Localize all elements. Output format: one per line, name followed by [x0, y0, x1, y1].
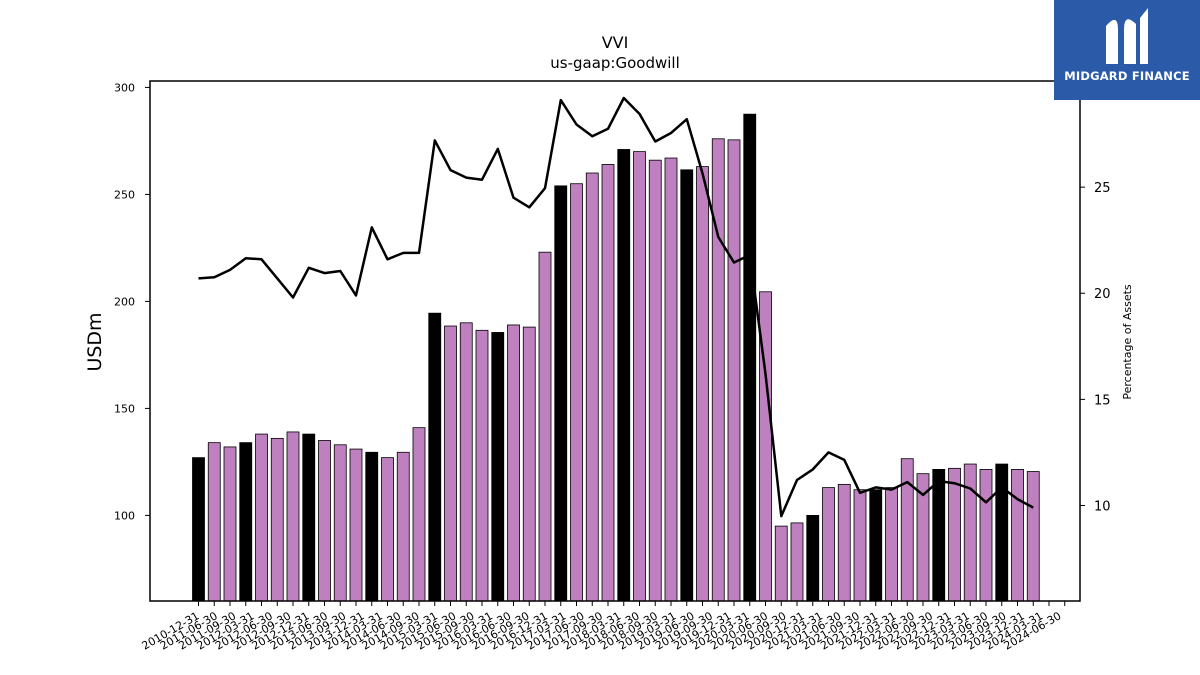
- logo-mark-icon: [1106, 8, 1148, 64]
- bar-2011-03-31: [207, 442, 221, 602]
- bar-2016-12-31: [570, 183, 583, 602]
- bar-2024-03-31: [1026, 471, 1040, 602]
- percentage-line: [198, 96, 1034, 518]
- left-axis: 100 150 200 250 300: [114, 81, 150, 522]
- bar-2017-09-30: [617, 149, 631, 602]
- bar-2012-09-30: [302, 433, 316, 602]
- bar-2014-03-31: [396, 451, 410, 602]
- bar-2017-03-31: [585, 172, 599, 602]
- bar-2022-12-31: [948, 467, 961, 602]
- bar-2011-12-31: [255, 433, 268, 602]
- bar-2010-12-31: [192, 457, 205, 602]
- y-axis-label: USDm: [84, 312, 106, 371]
- bar-2012-12-31: [318, 440, 331, 602]
- bar-2014-12-31: [444, 325, 457, 602]
- bar-2015-03-31: [459, 322, 473, 602]
- bar-2021-03-31: [837, 483, 851, 602]
- bar-2012-03-31: [270, 437, 284, 602]
- y-tick-label: 250: [114, 188, 135, 201]
- bar-2018-06-30: [664, 157, 678, 602]
- bar-2020-12-31: [822, 487, 835, 602]
- y2-tick-label: 20: [1094, 287, 1111, 302]
- chart-subtitle: us-gaap:Goodwill: [550, 54, 680, 72]
- bar-2023-06-30: [979, 468, 993, 602]
- bar-2020-09-30: [806, 515, 820, 602]
- bar-2015-09-30: [491, 332, 505, 602]
- y2-tick-label: 15: [1094, 393, 1111, 408]
- bar-2013-06-30: [349, 448, 363, 602]
- bar-2020-03-31: [774, 525, 788, 602]
- bar-2018-03-31: [648, 159, 662, 602]
- bar-2023-12-31: [1011, 468, 1024, 602]
- bar-2019-03-31: [711, 138, 725, 602]
- midgard-finance-logo: MIDGARD FINANCE: [1054, 0, 1200, 100]
- percentage-line-series: [198, 96, 1034, 518]
- bar-2019-06-30: [727, 139, 741, 602]
- bar-2013-09-30: [365, 451, 379, 602]
- y-tick-label: 150: [114, 402, 135, 415]
- bar-2021-06-30: [853, 489, 867, 602]
- bar-2023-09-30: [995, 463, 1009, 602]
- x-axis: 2010-12-312011-06-302011-09-302012-03-31…: [140, 601, 1066, 653]
- bar-2021-12-31: [885, 487, 898, 602]
- bar-2011-06-30: [223, 446, 237, 602]
- bar-2016-09-30: [554, 185, 568, 602]
- y-tick-label: 100: [114, 509, 135, 522]
- bar-2023-03-31: [963, 463, 977, 602]
- y-tick-label: 300: [114, 81, 135, 94]
- plot-frame: [149, 80, 1081, 602]
- brand-name: MIDGARD FINANCE: [1064, 69, 1190, 83]
- bar-series: [192, 113, 1040, 602]
- y2-axis-label: Percentage of Assets: [1121, 284, 1134, 400]
- bar-2016-06-30: [538, 251, 552, 602]
- bar-2022-09-30: [932, 468, 946, 602]
- y2-tick-label: 25: [1094, 181, 1111, 196]
- bar-2015-06-30: [475, 329, 489, 602]
- bar-2019-09-30: [743, 113, 757, 602]
- bar-2021-09-30: [869, 489, 883, 602]
- bar-2018-12-31: [696, 166, 709, 602]
- y-tick-label: 200: [114, 295, 135, 308]
- bar-2018-09-30: [680, 169, 694, 602]
- bar-2013-12-31: [381, 457, 394, 602]
- bar-2020-06-30: [790, 522, 804, 602]
- bar-2022-03-31: [900, 458, 914, 602]
- bar-2014-06-30: [412, 427, 426, 602]
- bar-2013-03-31: [333, 444, 347, 602]
- bar-2017-12-31: [633, 151, 646, 602]
- bar-2015-12-31: [507, 324, 520, 602]
- right-axis: 10 15 20 25: [1080, 181, 1111, 514]
- bar-2014-09-30: [428, 312, 442, 602]
- bar-2017-06-30: [601, 164, 615, 602]
- bar-2012-06-30: [286, 431, 300, 602]
- y2-tick-label: 10: [1094, 499, 1111, 514]
- bar-2011-09-30: [239, 442, 253, 602]
- bar-2016-03-31: [522, 326, 536, 602]
- chart-title: VVI: [602, 33, 629, 52]
